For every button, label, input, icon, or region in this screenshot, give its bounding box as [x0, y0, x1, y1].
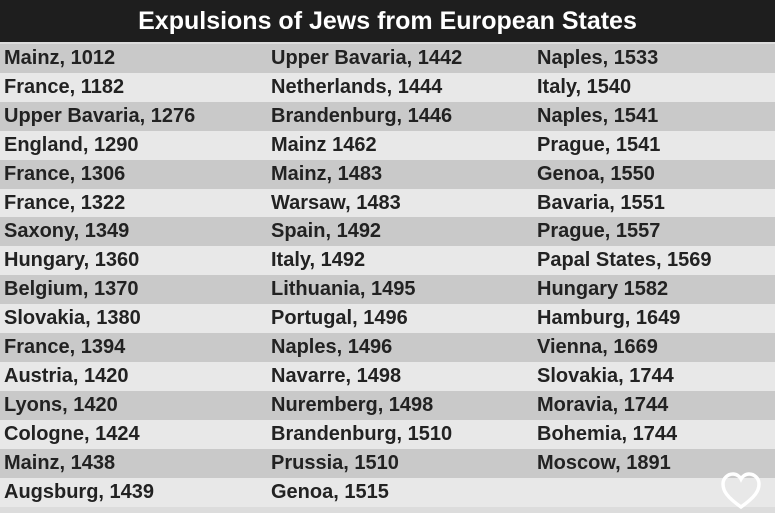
row-stripe	[0, 275, 775, 305]
entry: France, 1394	[4, 336, 126, 358]
entry: Slovakia, 1380	[4, 307, 141, 330]
entry: Genoa, 1515	[271, 480, 389, 503]
row-stripe	[0, 477, 775, 507]
entry: Bavaria, 1551	[537, 191, 665, 214]
entry: Netherlands, 1444	[271, 75, 443, 98]
entry: Moravia, 1744	[537, 393, 669, 416]
entry: Mainz, 1012	[4, 47, 116, 69]
entry: England, 1290	[4, 133, 139, 156]
entry: Prague, 1557	[537, 220, 661, 243]
row-stripe	[0, 130, 775, 160]
entry: Slovakia, 1744	[537, 364, 674, 387]
entry: Hamburg, 1649	[537, 307, 681, 330]
entry: Naples, 1533	[537, 47, 659, 69]
entry: Cologne, 1424	[4, 422, 140, 445]
entry: Prague, 1541	[537, 133, 661, 156]
entry: France, 1182	[4, 75, 125, 98]
entry: Bohemia, 1744	[537, 422, 678, 445]
row-stripe	[0, 361, 775, 391]
row-stripe	[0, 448, 775, 478]
entry: Brandenburg, 1446	[271, 104, 453, 127]
row-stripe	[0, 390, 775, 420]
entry: Upper Bavaria, 1276	[4, 104, 196, 127]
entry: Italy, 1540	[537, 75, 632, 98]
row-stripe	[0, 101, 775, 131]
row-stripe	[0, 217, 775, 247]
row-stripe	[0, 419, 775, 449]
entry: Upper Bavaria, 1442	[271, 47, 463, 69]
entry: Brandenburg, 1510	[271, 422, 453, 445]
entry: Hungary, 1360	[4, 249, 140, 272]
heart-icon[interactable]	[719, 471, 763, 511]
entry: Naples, 1541	[537, 104, 659, 127]
entry: Italy, 1492	[271, 249, 366, 272]
entry: Naples, 1496	[271, 336, 393, 358]
entry: Belgium, 1370	[4, 278, 139, 301]
entry: Vienna, 1669	[537, 336, 658, 358]
entry: Portugal, 1496	[271, 307, 408, 330]
entry: Genoa, 1550	[537, 162, 655, 185]
row-stripe	[0, 72, 775, 102]
entry: Hungary 1582	[537, 278, 669, 301]
entry: Navarre, 1498	[271, 364, 402, 387]
entry: Mainz 1462	[271, 133, 377, 156]
row-stripe	[0, 304, 775, 334]
row-stripe	[0, 159, 775, 189]
entry: Prussia, 1510	[271, 451, 399, 474]
entry: Spain, 1492	[271, 220, 382, 243]
row-stripe	[0, 333, 775, 362]
entry: Lithuania, 1495	[271, 278, 416, 301]
entry: Lyons, 1420	[4, 393, 118, 416]
entry: Warsaw, 1483	[271, 191, 401, 214]
entry: Austria, 1420	[4, 364, 129, 387]
entry: Augsburg, 1439	[4, 480, 155, 503]
entry: Papal States, 1569	[537, 249, 712, 272]
entry: France, 1322	[4, 191, 126, 214]
entry: Saxony, 1349	[4, 220, 130, 243]
entry: Mainz, 1483	[271, 162, 383, 185]
row-stripe	[0, 44, 775, 73]
entry: France, 1306	[4, 162, 126, 185]
row-stripe	[0, 246, 775, 276]
entry: Nuremberg, 1498	[271, 393, 434, 416]
entry: Mainz, 1438	[4, 451, 116, 474]
row-stripe	[0, 188, 775, 218]
title: Expulsions of Jews from European States	[0, 0, 775, 42]
entry: Moscow, 1891	[537, 451, 671, 474]
